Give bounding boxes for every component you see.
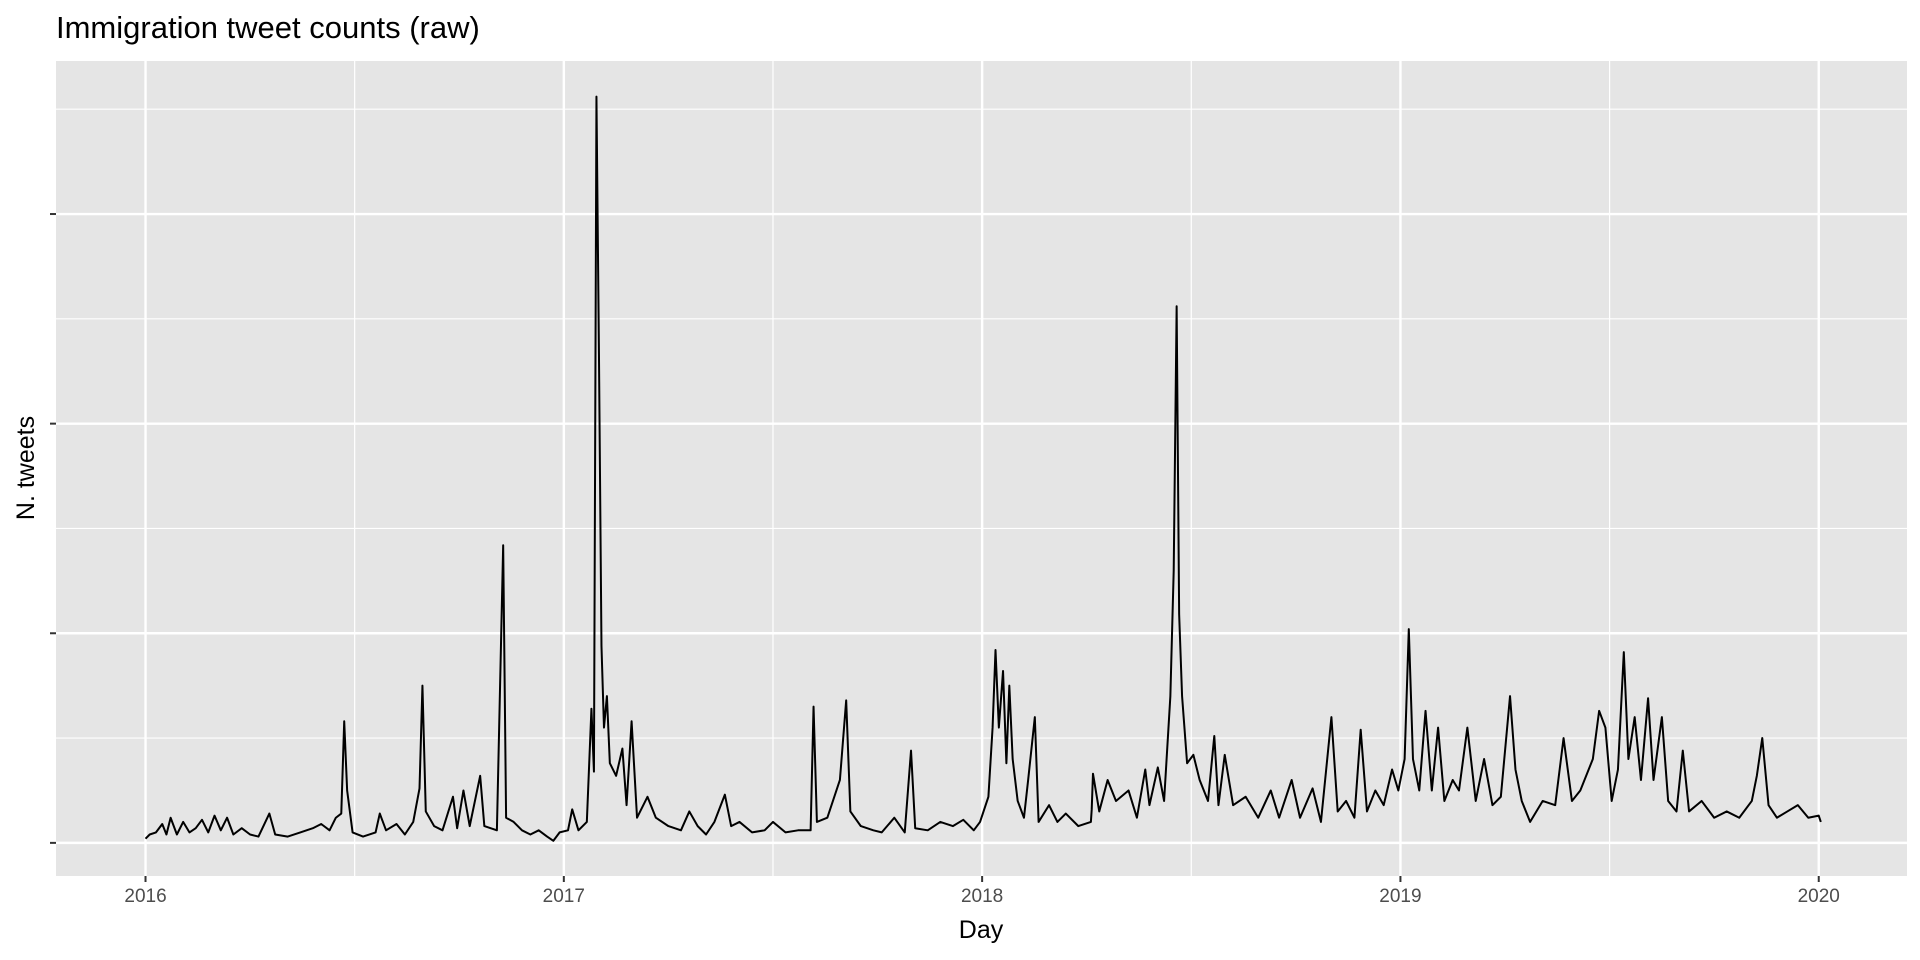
x-axis-title: Day	[959, 916, 1004, 944]
x-tick-label: 2018	[961, 886, 1003, 907]
series-line	[144, 95, 1822, 842]
marks	[144, 95, 1822, 842]
x-tick-label: 2017	[543, 886, 585, 907]
y-axis-title: N. tweets	[12, 416, 40, 520]
x-tick-label: 2020	[1798, 886, 1840, 907]
chart-title: Immigration tweet counts (raw)	[56, 10, 480, 45]
grid: 2016 2017 2018 2019 2020	[50, 61, 1907, 907]
x-tick-label: 2016	[124, 886, 166, 907]
x-tick-label: 2019	[1379, 886, 1421, 907]
